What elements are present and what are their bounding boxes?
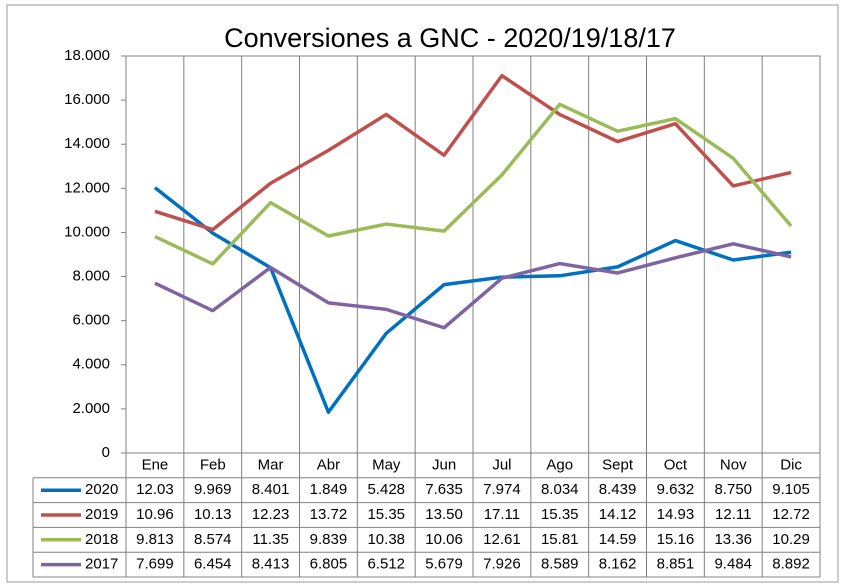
table-cell: 9.839 [310, 531, 348, 548]
x-tick-label: Ene [142, 456, 169, 473]
table-cell: 10.29 [772, 531, 810, 548]
table-cell: 15.81 [541, 531, 579, 548]
table-cell: 8.851 [657, 556, 695, 573]
y-tick-label: 8.000 [72, 268, 110, 285]
table-cell: 14.93 [657, 506, 695, 523]
table-cell: 8.750 [714, 481, 752, 498]
table-cell: 10.38 [367, 531, 405, 548]
table-cell: 6.805 [310, 556, 348, 573]
x-tick-label: Jul [492, 456, 511, 473]
table-cell: 15.35 [541, 506, 579, 523]
y-tick-label: 2.000 [72, 400, 110, 417]
table-cell: 7.974 [483, 481, 521, 498]
y-tick-label: 12.000 [64, 179, 110, 196]
series-line [154, 102, 793, 266]
table-cell: 9.105 [772, 481, 810, 498]
series-line [154, 73, 792, 232]
y-tick-label: 0 [102, 444, 110, 461]
table-cell: 9.632 [657, 481, 695, 498]
table-cell: 15.16 [657, 531, 695, 548]
table-cell: 12.61 [483, 531, 521, 548]
chart-title: Conversiones a GNC - 2020/19/18/17 [224, 23, 676, 53]
table-cell: 7.699 [136, 556, 174, 573]
table-cell: 14.12 [599, 506, 637, 523]
table-cell: 10.13 [194, 506, 232, 523]
x-tick-label: Oct [664, 456, 688, 473]
table-cell: 5.679 [425, 556, 463, 573]
table-cell: 13.50 [425, 506, 463, 523]
x-tick-label: Ago [546, 456, 573, 473]
table-cell: 8.439 [599, 481, 637, 498]
table-cell: 12.72 [772, 506, 810, 523]
table-cell: 8.034 [541, 481, 579, 498]
table-cell: 13.36 [714, 531, 752, 548]
x-tick-label: May [372, 456, 401, 473]
table-cell: 1.849 [310, 481, 348, 498]
table-cell: 13.72 [310, 506, 348, 523]
x-tick-label: Dic [780, 456, 802, 473]
series-line [154, 242, 792, 330]
table-cell: 10.06 [425, 531, 463, 548]
x-tick-label: Jun [432, 456, 456, 473]
y-tick-label: 6.000 [72, 312, 110, 329]
x-tick-label: Abr [317, 456, 340, 473]
table-cell: 6.454 [194, 556, 232, 573]
chart-frame [6, 4, 839, 583]
table-cell: 14.59 [599, 531, 637, 548]
table-cell: 12.03 [136, 481, 174, 498]
table-cell: 9.813 [136, 531, 174, 548]
table-cell: 17.11 [484, 506, 520, 523]
x-tick-label: Feb [200, 456, 226, 473]
legend-label: 2020 [85, 481, 118, 498]
x-tick-label: Mar [258, 456, 284, 473]
y-tick-label: 18.000 [64, 47, 110, 64]
table-cell: 8.413 [252, 556, 290, 573]
table-cell: 12.11 [715, 506, 751, 523]
table-cell: 8.401 [252, 481, 290, 498]
table-cell: 8.892 [772, 556, 810, 573]
table-cell: 5.428 [367, 481, 405, 498]
y-tick-label: 14.000 [64, 135, 110, 152]
table-cell: 7.926 [483, 556, 521, 573]
table-cell: 9.969 [194, 481, 232, 498]
legend-label: 2018 [85, 531, 118, 548]
x-tick-label: Sept [602, 456, 634, 473]
table-cell: 8.589 [541, 556, 579, 573]
y-tick-label: 4.000 [72, 356, 110, 373]
legend-label: 2017 [85, 556, 118, 573]
table-cell: 7.635 [425, 481, 463, 498]
table-cell: 12.23 [252, 506, 290, 523]
legend-label: 2019 [85, 506, 118, 523]
table-cell: 9.484 [714, 556, 752, 573]
table-cell: 15.35 [367, 506, 405, 523]
table-cell: 6.512 [367, 556, 405, 573]
y-tick-label: 10.000 [64, 223, 110, 240]
table-cell: 10.96 [136, 506, 174, 523]
y-tick-label: 16.000 [64, 91, 110, 108]
table-cell: 8.162 [599, 556, 637, 573]
x-tick-label: Nov [720, 456, 747, 473]
table-cell: 8.574 [194, 531, 232, 548]
table-cell: 11.35 [252, 531, 288, 548]
series-line [153, 186, 792, 414]
